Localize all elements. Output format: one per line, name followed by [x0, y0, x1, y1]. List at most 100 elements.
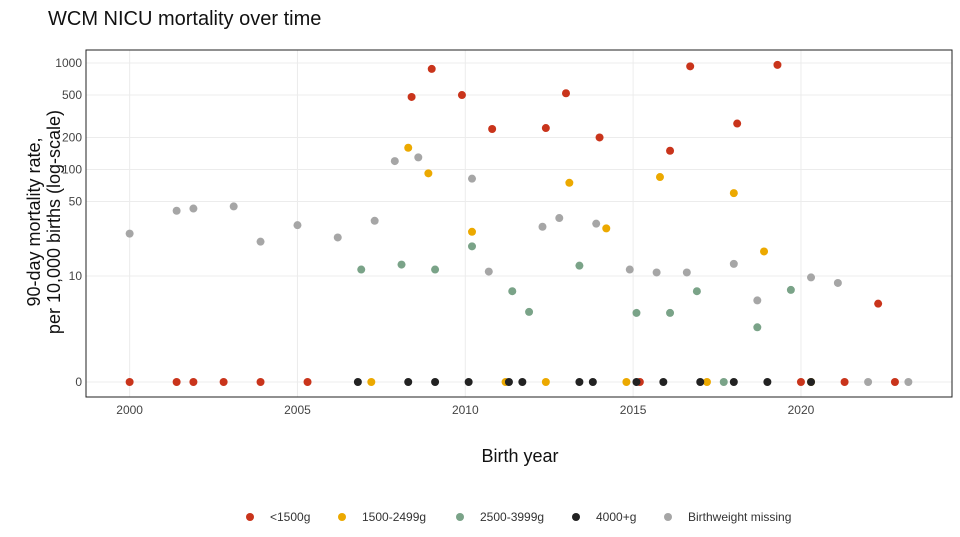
data-point: [293, 221, 302, 230]
data-point: [753, 296, 762, 305]
data-point: [890, 378, 899, 386]
x-tick-label: 2010: [452, 403, 479, 417]
x-axis-title: Birth year: [481, 446, 558, 466]
legend-item: Birthweight missing: [664, 510, 791, 524]
data-point: [796, 378, 805, 386]
legend-item: <1500g: [246, 510, 310, 524]
data-point: [729, 259, 738, 268]
data-point: [666, 308, 675, 317]
data-point: [840, 378, 849, 386]
legend: <1500g 1500-2499g 2500-3999g 4000+g Birthwei…: [246, 510, 791, 524]
y-axis-title-line-1: 90-day mortality rate,: [24, 137, 44, 306]
legend-label: Birthweight missing: [688, 510, 791, 524]
y-tick-label: 0: [75, 375, 82, 389]
data-point: [666, 146, 675, 155]
data-point: [696, 378, 705, 386]
gridlines: [86, 50, 952, 397]
y-axis-title-line-2: per 10,000 births (log-scale): [44, 110, 64, 334]
plot-frame: [85, 49, 953, 398]
data-point: [541, 378, 550, 386]
data-point: [733, 119, 742, 128]
y-tick-label: 100: [62, 163, 82, 177]
y-tick-label: 10: [69, 269, 83, 283]
data-point: [632, 308, 641, 317]
legend-item: 2500-3999g: [456, 510, 544, 524]
data-point: [729, 189, 738, 198]
data-point: [592, 219, 601, 228]
data-point: [457, 91, 466, 100]
data-point: [414, 153, 423, 162]
data-point: [729, 378, 738, 386]
x-tick-label: 2015: [620, 403, 647, 417]
data-point: [367, 378, 376, 386]
y-tick-label: 500: [62, 88, 82, 102]
legend-swatch: [664, 513, 672, 521]
data-point: [172, 206, 181, 215]
data-point: [595, 133, 604, 142]
data-point: [353, 378, 362, 386]
data-point: [468, 227, 477, 236]
data-point: [525, 307, 534, 316]
legend-item: 1500-2499g: [338, 510, 426, 524]
data-point: [256, 237, 265, 246]
data-point: [807, 378, 816, 386]
data-point: [468, 174, 477, 183]
data-point: [575, 378, 584, 386]
data-point: [189, 204, 198, 213]
y-tick-label: 1000: [55, 56, 82, 70]
y-axis-title: 90-day mortality rate, per 10,000 births…: [24, 110, 64, 334]
legend-swatch: [338, 513, 346, 521]
series-2: [357, 242, 795, 386]
legend-label: 1500-2499g: [362, 510, 426, 524]
data-point: [404, 143, 413, 152]
data-point: [682, 268, 691, 277]
series-0: [125, 60, 899, 386]
data-point: [125, 229, 134, 238]
data-point: [702, 378, 711, 386]
data-point: [488, 125, 497, 134]
data-point: [904, 378, 913, 386]
series-1: [367, 143, 816, 386]
data-point: [565, 178, 574, 187]
chart-title: WCM NICU mortality over time: [48, 8, 321, 30]
data-point: [719, 378, 728, 386]
data-point: [786, 285, 795, 294]
x-tick-label: 2020: [788, 403, 815, 417]
data-point: [602, 224, 611, 233]
x-tick-label: 2000: [116, 403, 143, 417]
data-point: [555, 214, 564, 223]
data-point: [773, 60, 782, 69]
data-point: [692, 287, 701, 296]
data-point: [357, 265, 366, 274]
data-point: [125, 378, 134, 386]
data-point: [659, 378, 668, 386]
data-point: [622, 378, 631, 386]
data-point: [753, 323, 762, 332]
data-point: [303, 378, 312, 386]
data-point: [632, 378, 641, 386]
data-point: [541, 124, 550, 133]
data-point: [504, 378, 513, 386]
data-point: [807, 273, 816, 282]
data-point: [229, 202, 238, 211]
data-point: [424, 169, 433, 178]
data-point: [464, 378, 473, 386]
data-point: [397, 260, 406, 269]
data-point: [468, 242, 477, 251]
data-point: [588, 378, 597, 386]
data-point: [172, 378, 181, 386]
series-3: [353, 378, 816, 386]
x-tick-label: 2005: [284, 403, 311, 417]
legend-label: 4000+g: [596, 510, 636, 524]
data-point: [561, 89, 570, 98]
data-point: [407, 92, 416, 101]
data-point: [256, 378, 265, 386]
data-point: [833, 278, 842, 287]
data-point: [370, 216, 379, 225]
data-point: [518, 378, 527, 386]
data-point: [864, 378, 873, 386]
data-point: [760, 247, 769, 256]
legend-swatch: [246, 513, 254, 521]
data-point: [763, 378, 772, 386]
